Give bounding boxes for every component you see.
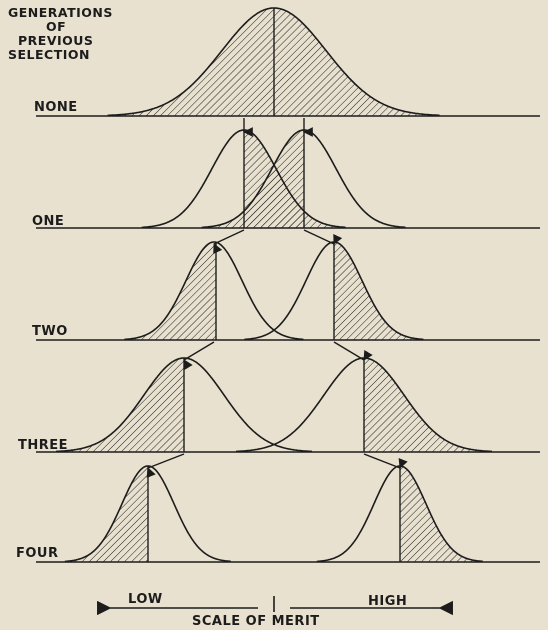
title-line: PREVIOUS <box>18 33 94 48</box>
scale-low-label: LOW <box>128 592 163 607</box>
scale-high-label: HIGH <box>368 594 408 609</box>
diagram-title: GENERATIONS OF PREVIOUS SELECTION <box>8 6 113 62</box>
descent-arrow <box>303 229 343 245</box>
hatched-area <box>56 358 184 452</box>
generation-row <box>36 241 540 341</box>
title-line: OF <box>46 19 67 34</box>
hatched-area <box>334 242 424 340</box>
generation-label-none: NONE <box>34 100 78 115</box>
generation-label-four: FOUR <box>16 546 59 561</box>
merit-scale-axis <box>97 596 453 616</box>
generation-label-one: ONE <box>32 214 65 229</box>
descent-arrow <box>183 341 215 371</box>
generation-row <box>36 465 540 563</box>
hatched-area <box>64 466 148 562</box>
hatched-area <box>364 358 492 452</box>
descent-arrow <box>333 341 373 361</box>
scale-caption: SCALE OF MERIT <box>192 614 320 629</box>
generation-row <box>36 357 540 453</box>
hatched-area <box>400 466 484 562</box>
hatched-area <box>124 242 216 340</box>
generation-label-three: THREE <box>18 438 69 453</box>
descent-arrow <box>363 453 408 469</box>
generation-label-two: TWO <box>32 324 68 339</box>
hatched-area <box>201 130 304 228</box>
descent-arrow <box>213 229 245 255</box>
title-line: GENERATIONS <box>8 5 113 20</box>
generation-row <box>36 7 540 117</box>
descent-arrow <box>146 453 185 478</box>
title-line: SELECTION <box>8 47 90 62</box>
generation-row <box>36 129 540 229</box>
